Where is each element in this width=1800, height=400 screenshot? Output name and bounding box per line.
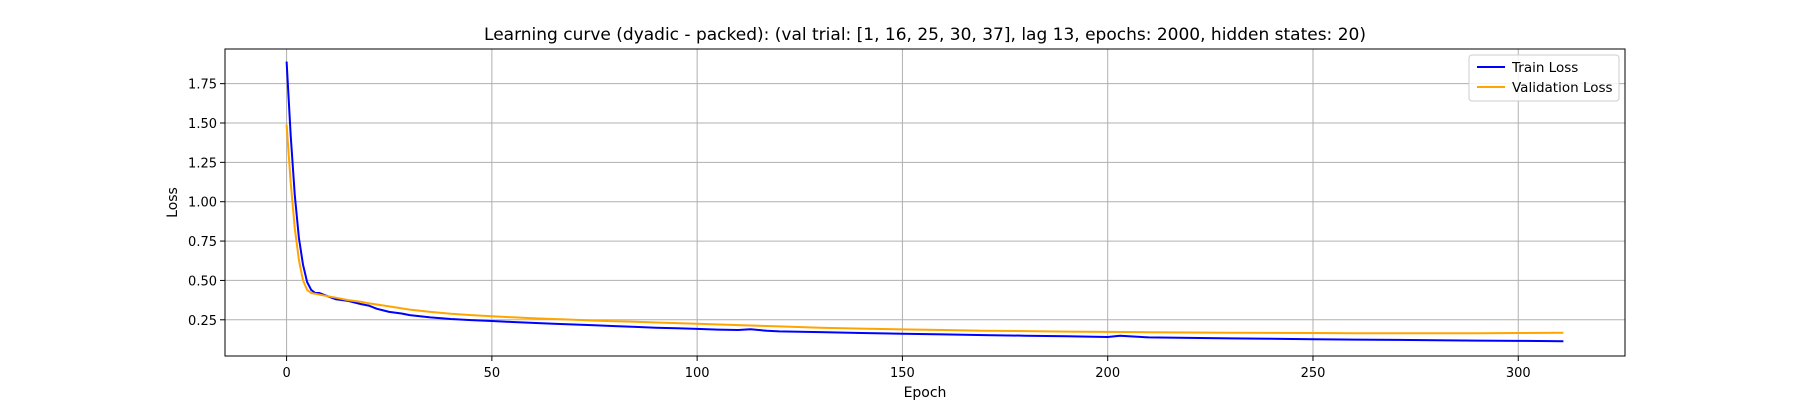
- chart-legend: Train Loss Validation Loss: [1468, 54, 1620, 102]
- plot-area-frame: [224, 48, 1626, 357]
- axis-ticks: 0 50 100 150 200 250 300 0.25 0.50 0.75 1.00 1.25 1.…: [188, 78, 1531, 381]
- y-axis-label: Loss: [165, 187, 181, 218]
- x-tick-label: 250: [1301, 366, 1326, 381]
- x-tick-label: 150: [890, 366, 915, 381]
- y-tick-label: 0.75: [188, 235, 217, 250]
- chart-title: Learning curve (dyadic - packed): (val t…: [484, 25, 1366, 45]
- train-loss-legend-label: Train Loss: [1511, 60, 1578, 76]
- x-tick-label: 0: [282, 366, 290, 381]
- validation-loss-legend-label: Validation Loss: [1512, 80, 1613, 96]
- validation-loss-line: [285, 124, 1564, 335]
- y-tick-label: 0.25: [188, 314, 217, 329]
- x-tick-label: 200: [1095, 366, 1120, 381]
- legend-box: [1468, 54, 1620, 102]
- y-tick-label: 1.75: [188, 78, 217, 93]
- x-tick-label: 300: [1506, 366, 1531, 381]
- series-lines: [285, 61, 1564, 343]
- x-tick-label: 100: [685, 366, 710, 381]
- y-tick-label: 0.50: [188, 274, 217, 289]
- y-tick-label: 1.50: [188, 117, 217, 132]
- y-tick-label: 1.25: [188, 156, 217, 171]
- y-tick-label: 1.00: [188, 196, 217, 211]
- x-axis-label: Epoch: [904, 385, 947, 400]
- x-tick-label: 50: [484, 366, 501, 381]
